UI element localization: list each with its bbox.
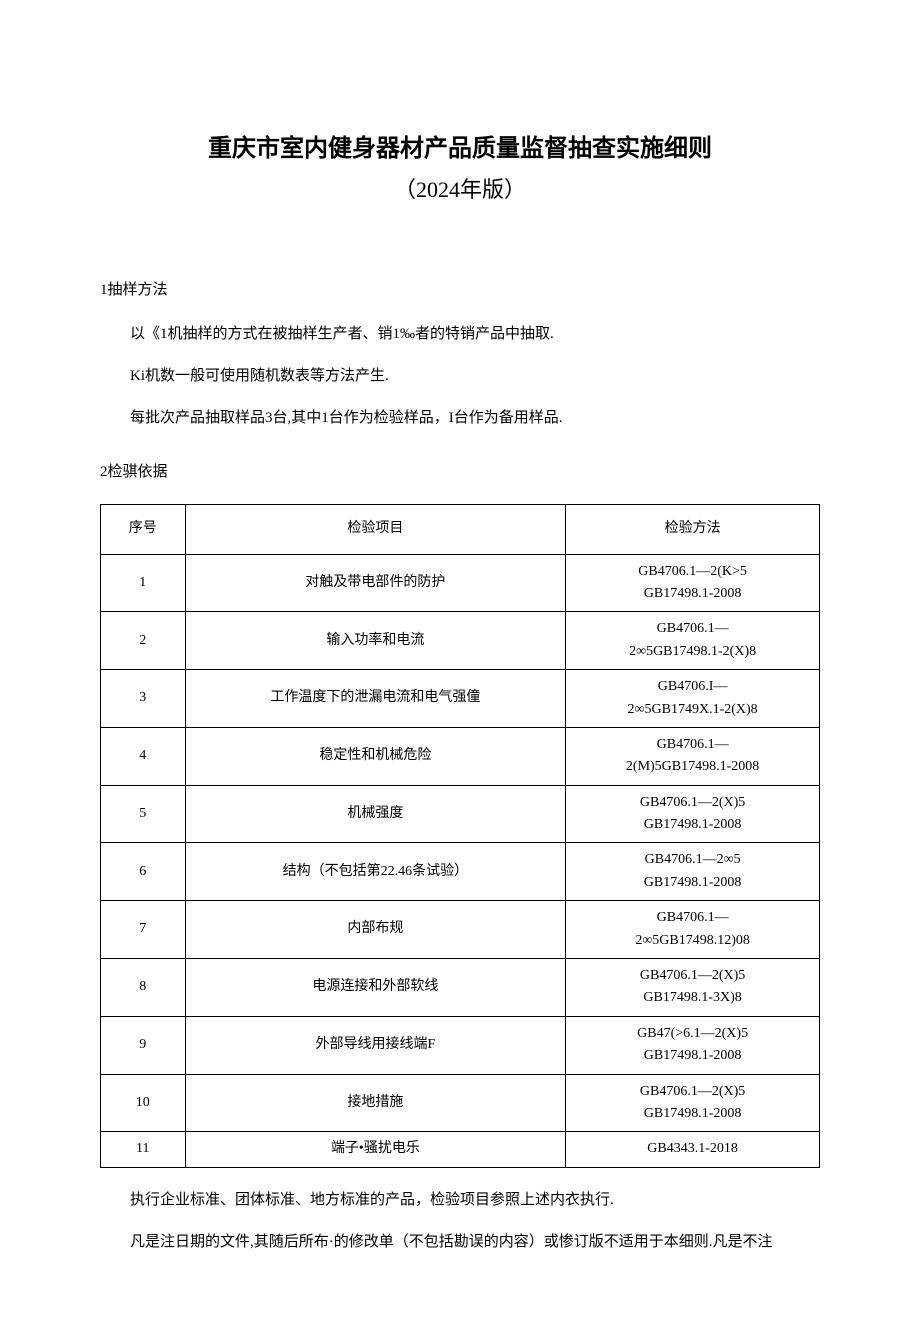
method-line: GB17498.1-2008 [574, 1103, 811, 1125]
method-line: GB4706.1— [574, 618, 811, 640]
table-cell-item: 工作温度下的泄漏电流和电气强僮 [185, 670, 566, 728]
table-cell-seq: 7 [101, 901, 186, 959]
document-title-block: 重庆市室内健身器材产品质量监督抽查实施细则 （2024年版） [100, 130, 820, 208]
method-line: GB4706.I— [574, 676, 811, 698]
method-line: GB4706.1—2(X)5 [574, 965, 811, 987]
table-cell-seq: 6 [101, 843, 186, 901]
table-cell-item: 对触及带电部件的防护 [185, 554, 566, 612]
table-cell-item: 输入功率和电流 [185, 612, 566, 670]
table-cell-method: GB4343.1-2018 [566, 1132, 820, 1167]
table-cell-item: 电源连接和外部软线 [185, 959, 566, 1017]
table-row: 2输入功率和电流GB4706.1—2∞5GB17498.1-2(X)8 [101, 612, 820, 670]
table-body: 1对触及带电部件的防护GB4706.1—2(K>5GB17498.1-20082… [101, 554, 820, 1167]
section1-paragraph: Ki机数一般可使用随机数表等方法产生. [100, 364, 820, 388]
method-line: GB4706.1—2(X)5 [574, 1081, 811, 1103]
method-line: GB4343.1-2018 [574, 1138, 811, 1160]
table-cell-seq: 4 [101, 727, 186, 785]
table-cell-method: GB4706.1—2(X)5GB17498.1-2008 [566, 785, 820, 843]
method-line: 2∞5GB17498.1-2(X)8 [574, 641, 811, 663]
section2-footer-paragraph: 执行企业标准、团体标准、地方标准的产品，检验项目参照上述内衣执行. [100, 1188, 820, 1212]
table-row: 1对触及带电部件的防护GB4706.1—2(K>5GB17498.1-2008 [101, 554, 820, 612]
table-cell-seq: 8 [101, 959, 186, 1017]
section-inspection-basis: 2检骐依据 序号 检验项目 检验方法 1对触及带电部件的防护GB4706.1—2… [100, 460, 820, 1254]
method-line: GB17498.1-2008 [574, 1045, 811, 1067]
table-cell-method: GB4706.I—2∞5GB1749X.1-2(X)8 [566, 670, 820, 728]
table-cell-method: GB4706.1—2(X)5GB17498.1-2008 [566, 1074, 820, 1132]
table-cell-item: 端子•骚扰电乐 [185, 1132, 566, 1167]
method-line: GB4706.1—2(K>5 [574, 561, 811, 583]
table-cell-item: 内部布规 [185, 901, 566, 959]
table-row: 6结构（不包括第22.46条试验）GB4706.1—2∞5GB17498.1-2… [101, 843, 820, 901]
table-cell-method: GB4706.1—2∞5GB17498.12)08 [566, 901, 820, 959]
table-cell-method: GB47(>6.1—2(X)5GB17498.1-2008 [566, 1016, 820, 1074]
table-cell-item: 结构（不包括第22.46条试验） [185, 843, 566, 901]
method-line: GB4706.1—2∞5 [574, 849, 811, 871]
table-cell-method: GB4706.1—2(M)5GB17498.1-2008 [566, 727, 820, 785]
table-cell-method: GB4706.1—2∞5GB17498.1-2(X)8 [566, 612, 820, 670]
table-row: 5机械强度GB4706.1—2(X)5GB17498.1-2008 [101, 785, 820, 843]
method-line: GB4706.1— [574, 734, 811, 756]
table-cell-seq: 3 [101, 670, 186, 728]
table-cell-seq: 9 [101, 1016, 186, 1074]
table-cell-method: GB4706.1—2∞5GB17498.1-2008 [566, 843, 820, 901]
section1-heading: 1抽样方法 [100, 278, 820, 302]
table-header-row: 序号 检验项目 检验方法 [101, 504, 820, 554]
section2-footer-paragraph: 凡是注日期的文件,其随后所布·的修改单（不包括勘误的内容）或惨订版不适用于本细则… [100, 1230, 820, 1254]
method-line: GB17498.1-2008 [574, 583, 811, 605]
table-cell-item: 接地措施 [185, 1074, 566, 1132]
table-header-seq: 序号 [101, 504, 186, 554]
table-row: 3工作温度下的泄漏电流和电气强僮GB4706.I—2∞5GB1749X.1-2(… [101, 670, 820, 728]
table-cell-method: GB4706.1—2(K>5GB17498.1-2008 [566, 554, 820, 612]
table-header-method: 检验方法 [566, 504, 820, 554]
section1-paragraph: 每批次产品抽取样品3台,其中1台作为检验样品，I台作为备用样品. [100, 406, 820, 430]
method-line: GB17498.1-3X)8 [574, 987, 811, 1009]
table-cell-seq: 5 [101, 785, 186, 843]
method-line: GB47(>6.1—2(X)5 [574, 1023, 811, 1045]
method-line: GB4706.1—2(X)5 [574, 792, 811, 814]
method-line: GB4706.1— [574, 907, 811, 929]
table-row: 7内部布规GB4706.1—2∞5GB17498.12)08 [101, 901, 820, 959]
inspection-table: 序号 检验项目 检验方法 1对触及带电部件的防护GB4706.1—2(K>5GB… [100, 504, 820, 1168]
table-row: 9外部导线用接线端FGB47(>6.1—2(X)5GB17498.1-2008 [101, 1016, 820, 1074]
table-cell-seq: 1 [101, 554, 186, 612]
table-row: 11端子•骚扰电乐 GB4343.1-2018 [101, 1132, 820, 1167]
table-cell-item: 稳定性和机械危险 [185, 727, 566, 785]
document-title-main: 重庆市室内健身器材产品质量监督抽查实施细则 [100, 130, 820, 168]
table-cell-seq: 2 [101, 612, 186, 670]
section1-paragraph: 以《1机抽样的方式在被抽样生产者、销1‰者的特销产品中抽取. [100, 322, 820, 346]
section-sampling-method: 1抽样方法 以《1机抽样的方式在被抽样生产者、销1‰者的特销产品中抽取. Ki机… [100, 278, 820, 430]
table-cell-method: GB4706.1—2(X)5GB17498.1-3X)8 [566, 959, 820, 1017]
method-line: 2∞5GB1749X.1-2(X)8 [574, 699, 811, 721]
table-row: 8电源连接和外部软线GB4706.1—2(X)5GB17498.1-3X)8 [101, 959, 820, 1017]
table-cell-seq: 10 [101, 1074, 186, 1132]
table-cell-seq: 11 [101, 1132, 186, 1167]
method-line: GB17498.1-2008 [574, 814, 811, 836]
method-line: 2∞5GB17498.12)08 [574, 930, 811, 952]
table-cell-item: 外部导线用接线端F [185, 1016, 566, 1074]
table-row: 4稳定性和机械危险GB4706.1—2(M)5GB17498.1-2008 [101, 727, 820, 785]
method-line: 2(M)5GB17498.1-2008 [574, 756, 811, 778]
method-line: GB17498.1-2008 [574, 872, 811, 894]
table-cell-item: 机械强度 [185, 785, 566, 843]
table-row: 10接地措施GB4706.1—2(X)5GB17498.1-2008 [101, 1074, 820, 1132]
section2-heading: 2检骐依据 [100, 460, 820, 484]
document-title-sub: （2024年版） [100, 172, 820, 207]
table-header-item: 检验项目 [185, 504, 566, 554]
